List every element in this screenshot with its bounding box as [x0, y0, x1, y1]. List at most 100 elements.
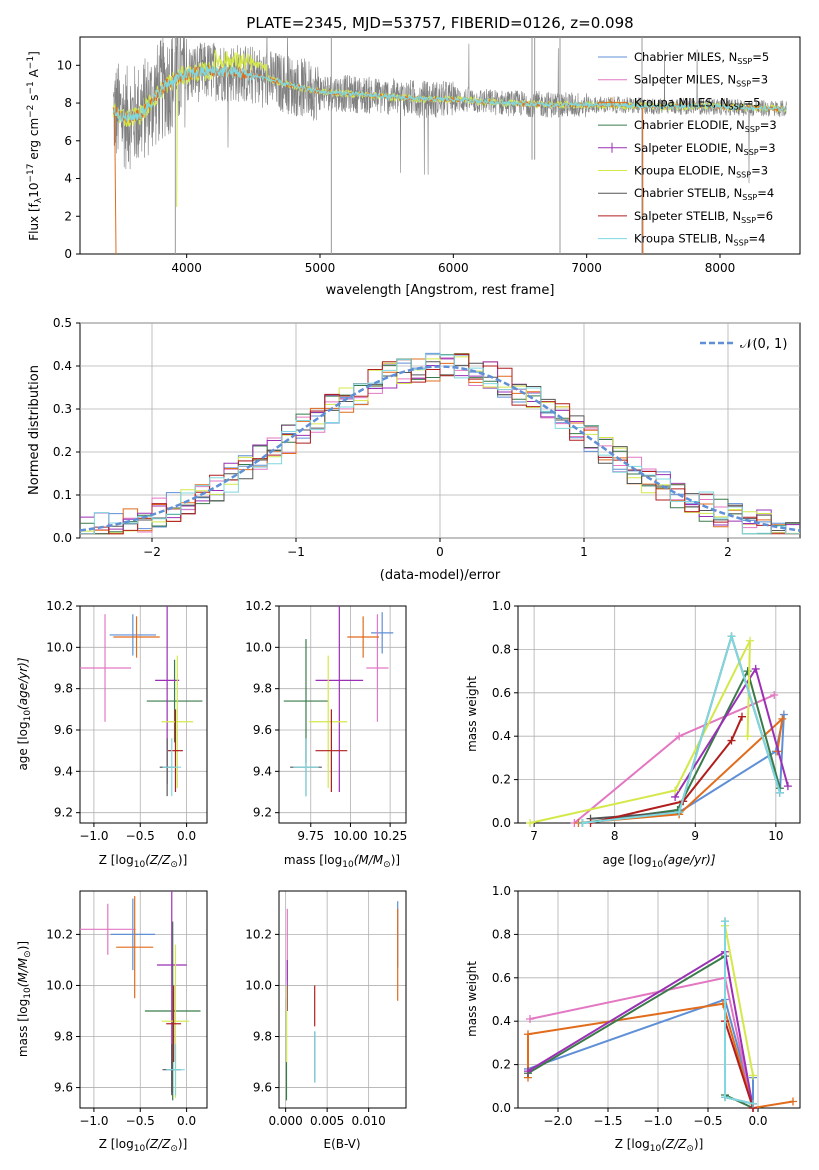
residual-xlabel: (data-model)/error [380, 568, 501, 583]
p3-ytick-label-0: 9.2 [54, 806, 73, 820]
legend-n-6: 4 [767, 186, 774, 200]
legend-eq-0: = [752, 50, 762, 64]
p5-xlabel-part: age [log [602, 853, 651, 867]
p8-xtick-label-3: −0.5 [693, 1114, 722, 1128]
p5-xlabel-part: (age/yr)] [663, 853, 716, 867]
spectrum-clip-group [112, 37, 787, 254]
p5-ytick-label-0: 0.0 [492, 816, 511, 830]
residual-ytick-label-5: 0.5 [53, 316, 72, 330]
p7-ytick-label-1: 9.8 [253, 1030, 272, 1044]
p5-series-7 [590, 716, 743, 824]
p4-xlabel: mass [log10(M/M⊙)] [284, 853, 400, 870]
residual-hist-8 [80, 353, 800, 535]
p6-points [80, 891, 201, 1101]
residual-ytick-label-3: 0.3 [53, 402, 72, 416]
legend-label-7: Salpeter STELIB, NSSP=6 [634, 209, 773, 225]
p8-ytick-label-0: 0.0 [492, 1101, 511, 1115]
p5-marker-0-3 [779, 710, 788, 719]
p4-axes-frame [278, 605, 407, 824]
p3-xlabel-part: ⊙ [170, 860, 178, 870]
p7-ytick-label-0: 9.6 [253, 1081, 272, 1095]
p5-marker-5-2 [746, 636, 755, 645]
legend-name-0: Chabrier MILES, N [634, 50, 737, 64]
legend-sub-7: SSP [741, 216, 756, 225]
p5-series-4 [674, 666, 789, 798]
p8-ytick-label-5: 1.0 [492, 884, 511, 898]
p4-ytick-label-3: 9.8 [253, 682, 272, 696]
legend-label-1: Salpeter MILES, NSSP=3 [634, 73, 768, 89]
legend-name-4: Salpeter ELODIE, N [634, 141, 744, 155]
p8-marker-2-4 [789, 1097, 797, 1106]
p8-ytick-label-3: 0.6 [492, 971, 511, 985]
p5-marker-8-2 [727, 632, 736, 641]
legend-label-4: Salpeter ELODIE, NSSP=3 [634, 141, 776, 157]
legend-name-1: Salpeter MILES, N [634, 73, 736, 87]
p5-marker-7-3 [737, 712, 746, 721]
legend-sub-0: SSP [737, 57, 752, 66]
spectrum-ticks: 4000 5000 6000 7000 8000 0 2 4 6 8 10 [57, 58, 736, 275]
legend-label-6: Chabrier STELIB, NSSP=4 [634, 186, 774, 202]
p7-xtick-label-2: 0.010 [351, 1114, 385, 1128]
spectrum-ytick-label-3: 6 [64, 134, 72, 148]
spectrum-title: PLATE=2345, MJD=53757, FIBERID=0126, z=0… [246, 14, 633, 32]
p5-marker-8-3 [775, 788, 784, 797]
age-vs-mass-panel: 9.75 10.00 10.25 9.2 9.4 9.6 9.8 10.0 10.2 mass [… [245, 599, 407, 870]
residual-hist-6 [80, 361, 800, 535]
p3-ylabel-part: (age/yr)] [16, 657, 30, 710]
p6-ylabel-part: 10 [23, 987, 33, 999]
legend-sub-2: SSP [729, 102, 744, 111]
p3-ytick-label-5: 10.2 [46, 599, 73, 613]
p8-ytick-label-4: 0.8 [492, 927, 511, 941]
p5-xtick-label-1: 8 [611, 829, 619, 843]
p4-xlabel-part: ⊙ [383, 860, 391, 870]
spectrum-ytick-label-1: 2 [64, 209, 72, 223]
legend-n-7: 6 [766, 209, 773, 223]
p3-xtick-label-1: −0.5 [126, 829, 155, 843]
p8-xlabel-part: )] [694, 1137, 703, 1151]
age-vs-metallicity-panel: −1.0 −0.5 0.09.29.49.69.810.010.2Z [log10(… [16, 599, 208, 870]
p4-points [283, 606, 394, 797]
p6-xlabel: Z [log10(Z/Z⊙)] [99, 1137, 188, 1154]
p5-marker-1-2 [770, 690, 779, 699]
p8-marker-2-1 [524, 1030, 532, 1039]
p3-ylabel-part: 10 [23, 710, 33, 722]
p8-xlabel: Z [log10(Z/Z⊙)] [615, 1137, 704, 1154]
legend-eq-6: = [757, 186, 767, 200]
legend-n-0: 5 [762, 50, 769, 64]
legend-eq-5: = [751, 164, 761, 178]
residual-ticks: −2 −1 0 1 2 0.0 0.1 0.2 0.3 0.4 0.5 [53, 316, 732, 559]
p4-xtick-label-1: 10.00 [333, 829, 367, 843]
p8-marker-1-0 [526, 1015, 534, 1024]
p5-marker-5-0 [526, 819, 535, 827]
p6-ytick-label-0: 9.6 [54, 1081, 73, 1095]
legend-eq-1: = [751, 73, 761, 87]
p6-xlabel-part: )] [178, 1137, 187, 1151]
residual-ylabel: Normed distribution [27, 365, 42, 495]
p6-ylabel-part: mass [log [16, 999, 30, 1057]
p8-ytick-label-2: 0.4 [492, 1014, 511, 1028]
p6-xlabel-part: (Z/Z [145, 1137, 171, 1151]
p8-marker-5-1 [749, 1071, 757, 1080]
p8-ytick-label-1: 0.2 [492, 1058, 511, 1072]
legend-eq-3: = [760, 118, 770, 132]
p3-xlabel-part: 10 [134, 860, 146, 870]
p6-ylabel-part: )] [16, 941, 30, 950]
p8-xlabel-part: Z [log [615, 1137, 650, 1151]
p5-ytick-label-3: 0.6 [492, 686, 511, 700]
p8-ylabel: mass weight [465, 961, 479, 1037]
mass-vs-extinction-panel: 0.000 0.005 0.010 9.6 9.8 10.0 10.2 E(B-V) [245, 890, 407, 1151]
p4-xtick-label-2: 10.25 [373, 829, 407, 843]
legend-name-2: Kroupa MILES, N [634, 95, 729, 109]
p4-xlabel-part: )] [391, 853, 400, 867]
p5-ytick-label-5: 1.0 [492, 599, 511, 613]
p6-ytick-label-3: 10.2 [46, 927, 73, 941]
p7-xtick-label-0: 0.000 [268, 1114, 302, 1128]
legend-label-3: Chabrier ELODIE, NSSP=3 [634, 118, 777, 134]
residual-ytick-label-2: 0.2 [53, 445, 72, 459]
p8-xlabel-part: (Z/Z [661, 1137, 687, 1151]
normal-curve [79, 365, 801, 532]
p5-ytick-label-2: 0.4 [492, 729, 511, 743]
residual-histograms [79, 352, 801, 535]
p4-xtick-label-0: 9.75 [297, 829, 324, 843]
p6-ytick-label-1: 9.8 [54, 1030, 73, 1044]
